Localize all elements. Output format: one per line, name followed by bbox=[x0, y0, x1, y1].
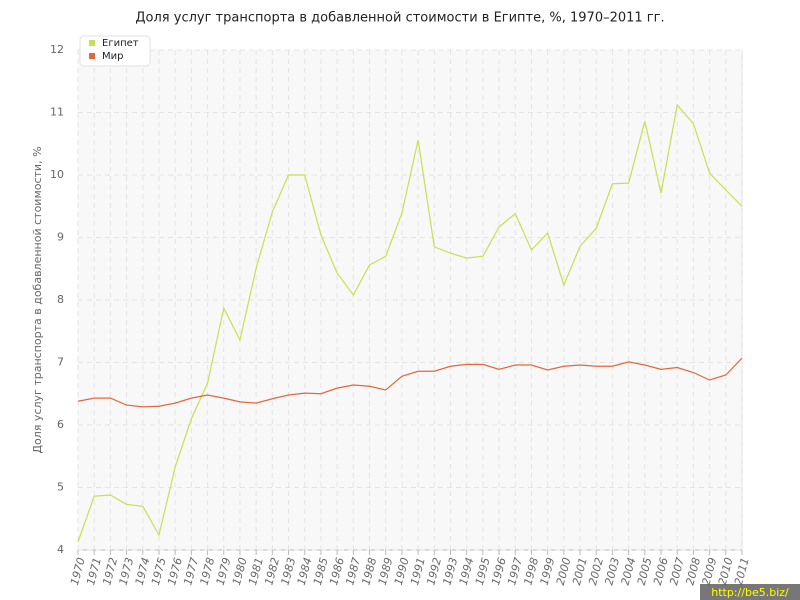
legend-label: Египет bbox=[102, 38, 139, 49]
chart-title: Доля услуг транспорта в добавленной стои… bbox=[135, 11, 664, 26]
y-tick-label: 6 bbox=[57, 418, 64, 431]
y-axis-label: Доля услуг транспорта в добавленной стои… bbox=[31, 146, 44, 453]
legend-swatch bbox=[89, 53, 95, 59]
watermark: http://be5.biz/ bbox=[711, 586, 789, 599]
legend: Египет Мир bbox=[79, 35, 151, 67]
legend-box bbox=[79, 35, 151, 67]
y-tick-label: 12 bbox=[50, 43, 64, 56]
y-tick-label: 7 bbox=[57, 356, 64, 369]
y-tick-label: 11 bbox=[50, 106, 64, 119]
y-tick-label: 4 bbox=[57, 543, 64, 556]
series-line bbox=[77, 103, 743, 543]
y-tick-label: 5 bbox=[57, 481, 64, 494]
y-tick-label: 10 bbox=[50, 168, 64, 181]
legend-label: Мир bbox=[102, 51, 123, 62]
watermark-bg bbox=[700, 584, 800, 600]
y-tick-label: 9 bbox=[57, 231, 64, 244]
y-tick-label: 8 bbox=[57, 293, 64, 306]
series-line bbox=[77, 357, 743, 408]
legend-swatch bbox=[89, 40, 95, 46]
